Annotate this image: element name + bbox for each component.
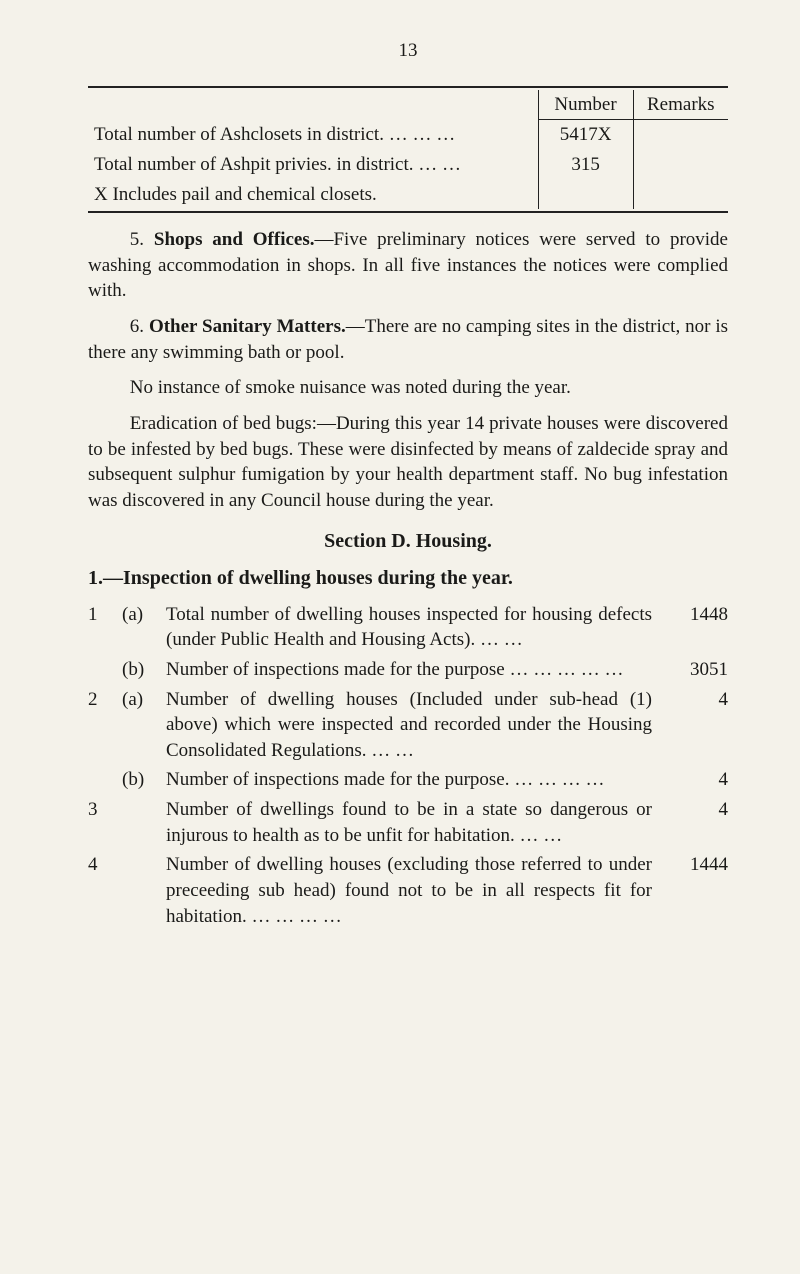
table-header-blank	[88, 90, 538, 120]
item-text: Number of inspections made for the pur­p…	[166, 657, 666, 683]
list-item: 1 (a) Total number of dwelling houses in…	[88, 602, 728, 653]
para5-number: 5.	[130, 229, 154, 250]
table-row-label: Total number of Ashpit privies. in distr…	[88, 150, 538, 180]
table-row-remarks	[633, 150, 728, 180]
item-text: Total number of dwelling houses inspecte…	[166, 602, 666, 653]
list-item: 3 Number of dwellings found to be in a s…	[88, 797, 728, 848]
item-text: Number of dwelling houses (excluding tho…	[166, 852, 666, 929]
para6-number: 6.	[130, 316, 149, 337]
ashclosets-table: Number Remarks Total number of Ashcloset…	[88, 90, 728, 210]
item-letter: (b)	[122, 657, 166, 683]
paragraph-smoke: No instance of smoke nuisance was noted …	[88, 375, 728, 401]
item-value: 3051	[666, 657, 728, 683]
table-row-number: 315	[538, 150, 633, 180]
item-text: Number of dwellings found to be in a sta…	[166, 797, 666, 848]
table-header-number: Number	[538, 90, 633, 120]
paragraph-eradication: Eradication of bed bugs:—During this yea…	[88, 411, 728, 514]
table-row-number	[538, 180, 633, 210]
item-letter: (b)	[122, 767, 166, 793]
table-top-rule	[88, 86, 728, 88]
para6-heading: Other Sanitary Matters.	[149, 316, 346, 337]
page-number: 13	[88, 38, 728, 64]
section-d-title: Section D. Housing.	[88, 528, 728, 555]
table-row-number: 5417X	[538, 120, 633, 150]
item-value: 4	[666, 797, 728, 823]
para5-heading: Shops and Offices.	[154, 229, 315, 250]
inspection-title: 1.—Inspection of dwelling houses during …	[88, 565, 728, 592]
item-number: 1	[88, 602, 122, 628]
item-value: 4	[666, 767, 728, 793]
item-letter: (a)	[122, 602, 166, 628]
table-row-remarks	[633, 180, 728, 210]
item-value: 1448	[666, 602, 728, 628]
item-value: 4	[666, 687, 728, 713]
item-number: 4	[88, 852, 122, 878]
inspection-list: 1 (a) Total number of dwelling houses in…	[88, 602, 728, 930]
item-number: 3	[88, 797, 122, 823]
list-item: (b) Number of inspections made for the p…	[88, 767, 728, 793]
list-item: 4 Number of dwelling houses (excluding t…	[88, 852, 728, 929]
list-item: 2 (a) Number of dwelling houses (Include…	[88, 687, 728, 764]
table-row-remarks	[633, 120, 728, 150]
item-number: 2	[88, 687, 122, 713]
table-row-label: X Includes pail and chemical closets.	[88, 180, 538, 210]
item-letter: (a)	[122, 687, 166, 713]
item-text: Number of dwelling houses (Included un­d…	[166, 687, 666, 764]
table-header-remarks: Remarks	[633, 90, 728, 120]
list-item: (b) Number of inspections made for the p…	[88, 657, 728, 683]
table-row-label: Total number of Ashclosets in district. …	[88, 120, 538, 150]
paragraph-shops-offices: 5. Shops and Offices.—Five preliminary n…	[88, 227, 728, 304]
item-value: 1444	[666, 852, 728, 878]
item-text: Number of inspections made for the pur­p…	[166, 767, 666, 793]
paragraph-other-sanitary: 6. Other Sanitary Matters.—There are no …	[88, 314, 728, 365]
